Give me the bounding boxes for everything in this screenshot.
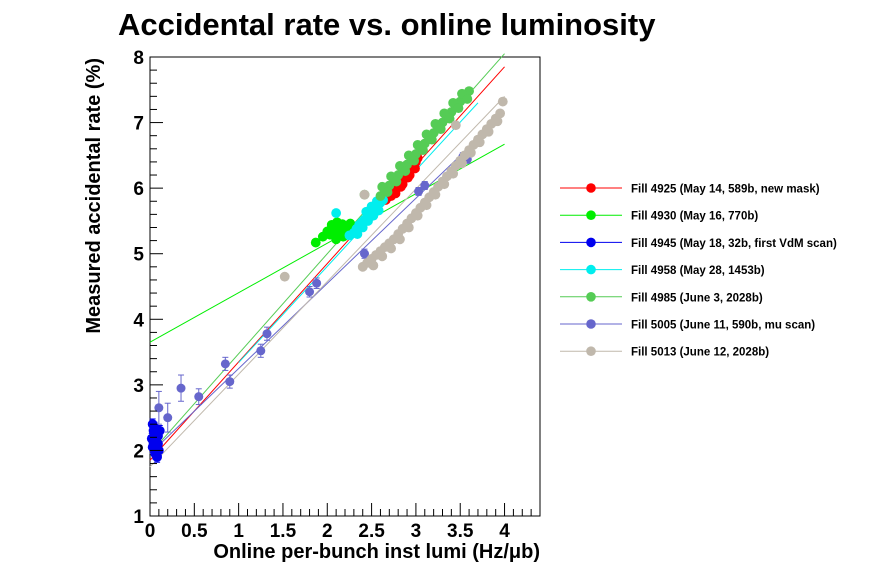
data-point — [357, 222, 368, 233]
data-point — [386, 243, 396, 254]
x-tick-label: 0 — [145, 521, 156, 542]
data-point — [421, 200, 432, 211]
data-point — [439, 179, 450, 190]
data-point — [448, 168, 459, 179]
data-point — [146, 433, 157, 444]
data-point — [310, 237, 321, 248]
data-point — [220, 359, 230, 369]
legend-marker — [586, 264, 596, 275]
data-point — [390, 188, 401, 199]
plot-frame — [149, 56, 541, 517]
data-point — [435, 124, 446, 135]
data-point — [305, 287, 315, 297]
legend: Fill 4925 (May 14, 589b, new mask) Fill 4… — [560, 183, 837, 359]
data-point — [154, 403, 164, 413]
data-point — [462, 94, 473, 104]
data-point — [457, 158, 467, 169]
data-point — [360, 249, 369, 259]
legend-label: Fill 4925 (May 14, 589b, new mask) — [631, 184, 820, 196]
data-point — [225, 377, 235, 387]
legend-marker — [586, 346, 596, 357]
data-point — [483, 126, 494, 137]
y-tick-label: 3 — [133, 376, 144, 397]
x-tick-label: 4 — [499, 521, 510, 542]
legend-label: Fill 5013 (June 12, 2028b) — [631, 347, 769, 359]
data-point — [331, 208, 342, 218]
y-tick-label: 8 — [133, 48, 144, 69]
data-point — [409, 155, 420, 166]
data-point — [395, 234, 405, 245]
data-point — [450, 120, 461, 131]
x-tick-label: 2 — [322, 521, 333, 542]
fit-line — [149, 66, 505, 461]
y-axis-label: Measured accidental rate (%) — [83, 58, 105, 334]
x-tick-label: 2.5 — [358, 521, 385, 542]
data-point — [377, 251, 388, 262]
x-axis: 0 0.5 1 1.5 2 2.5 3 3.5 4 — [145, 503, 541, 542]
data-point — [154, 425, 165, 436]
data-point — [256, 346, 266, 356]
x-axis-label: Online per-bunch inst lumi (Hz/μb) — [213, 541, 540, 563]
legend-marker — [586, 319, 596, 329]
legend-marker — [586, 210, 596, 220]
data-point — [412, 210, 423, 221]
data-point — [414, 186, 424, 196]
data-point — [453, 103, 464, 114]
fit-line — [149, 95, 505, 468]
data-point — [474, 137, 485, 148]
data-point — [194, 392, 204, 402]
data-point — [262, 329, 272, 339]
y-tick-label: 4 — [133, 310, 144, 331]
data-point — [430, 189, 441, 200]
data-point — [497, 96, 508, 107]
y-axis: 1 2 3 4 5 6 7 8 — [133, 48, 163, 528]
y-tick-label: 5 — [133, 245, 144, 266]
legend-marker — [586, 292, 596, 302]
legend-label: Fill 4930 (May 16, 770b) — [631, 211, 758, 223]
data-point — [492, 116, 503, 127]
data-point — [444, 113, 455, 124]
y-tick-label: 1 — [133, 507, 144, 528]
fit-line — [149, 116, 501, 455]
data-point — [176, 383, 186, 393]
data-point — [400, 166, 411, 176]
y-tick-label: 6 — [133, 179, 144, 200]
data-point — [337, 219, 348, 230]
legend-label: Fill 4958 (May 28, 1453b) — [631, 265, 765, 277]
data-point — [403, 222, 414, 233]
data-point — [382, 187, 393, 197]
legend-label: Fill 4945 (May 18, 32b, first VdM scan) — [631, 238, 837, 250]
data-point — [426, 134, 437, 145]
legend-marker — [586, 183, 596, 193]
x-tick-label: 3.5 — [447, 521, 474, 542]
data-point — [495, 108, 506, 119]
data-point — [465, 147, 476, 158]
data-point — [420, 181, 430, 191]
data-point — [150, 448, 161, 459]
x-tick-label: 0.5 — [181, 521, 208, 542]
data-point — [391, 176, 402, 187]
legend-marker — [586, 237, 596, 248]
legend-label: Fill 4985 (June 3, 2028b) — [631, 292, 763, 304]
data-point — [279, 271, 290, 282]
data-points — [146, 86, 508, 462]
y-tick-label: 2 — [133, 441, 144, 462]
data-point — [418, 145, 428, 156]
x-tick-label: 1.5 — [270, 521, 297, 542]
data-point — [312, 278, 322, 288]
data-point — [163, 413, 173, 423]
legend-label: Fill 5005 (June 11, 590b, mu scan) — [631, 320, 815, 332]
x-tick-label: 1 — [233, 521, 244, 542]
data-point — [368, 260, 379, 271]
chart-title: Accidental rate vs. online luminosity — [118, 7, 656, 42]
y-tick-label: 7 — [133, 114, 144, 135]
data-point — [359, 189, 370, 200]
x-tick-label: 3 — [411, 521, 422, 542]
data-point — [352, 229, 363, 239]
error-bars — [148, 137, 481, 463]
